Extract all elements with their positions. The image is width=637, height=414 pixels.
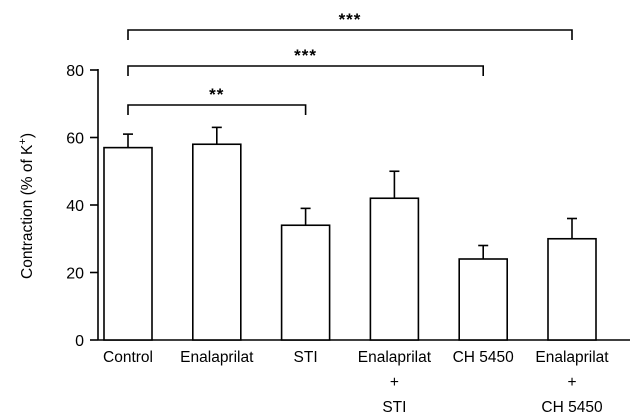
y-tick-label-0: 0 [75,333,84,350]
significance-label: ** [209,85,224,104]
category-label-line: Enalaprilat [180,349,254,366]
significance-label: *** [339,10,362,29]
category-label-line: + [567,374,576,391]
category-label-4: Enalaprilat + STI [358,349,432,414]
bar-6 [547,237,597,341]
category-label-line: CH 5450 [453,349,515,366]
y-axis-label-text: Contraction (% of K [19,144,36,279]
category-label-line: STI [382,399,406,414]
error-bar-2 [211,126,222,145]
category-label-line: + [390,374,399,391]
y-tick-label-20: 20 [66,266,84,283]
significance-bracket-3: *** [127,10,573,40]
category-label-line: CH 5450 [541,399,603,414]
category-label-6: Enalaprilat + CH 5450 [535,349,609,414]
y-axis-label-close: ) [19,133,36,138]
category-label-5: CH 5450 [453,349,515,366]
bracket-line [127,104,307,115]
error-bar-6 [567,217,577,239]
category-label-line: Enalaprilat [358,349,432,366]
category-label-1: Control [103,349,153,366]
significance-bracket-2: *** [127,46,484,76]
y-tick-label-40: 40 [66,198,84,215]
bar-4 [369,197,420,341]
y-axis-label: Contraction (% of K+) [17,133,36,279]
error-bar-4 [389,170,400,199]
bracket-line [127,29,573,40]
bar-1 [103,146,153,341]
category-label-2: Enalaprilat [180,349,254,366]
error-bar-3 [300,207,311,226]
error-bar-5 [478,244,489,259]
category-label-line: Control [103,349,153,366]
bar-3 [280,224,331,341]
bar-5 [458,258,509,341]
y-axis-label-superscript: + [17,138,29,144]
chart-error-bars [123,126,577,259]
error-bar-1 [123,133,133,148]
chart-bars [103,143,597,341]
chart-axes: 0 20 40 60 80 [66,63,630,350]
significance-brackets: ******** [127,10,573,115]
significance-bracket-1: ** [127,85,307,115]
bar-2 [192,143,242,341]
category-labels: Control Enalaprilat STI Enalaprilat + STI CH 5… [103,349,609,414]
y-tick-label-80: 80 [66,63,84,80]
category-label-3: STI [294,349,318,366]
y-tick-label-60: 60 [66,131,84,148]
category-label-line: STI [294,349,318,366]
significance-label: *** [294,46,317,65]
bracket-line [127,65,484,76]
category-label-line: Enalaprilat [535,349,609,366]
